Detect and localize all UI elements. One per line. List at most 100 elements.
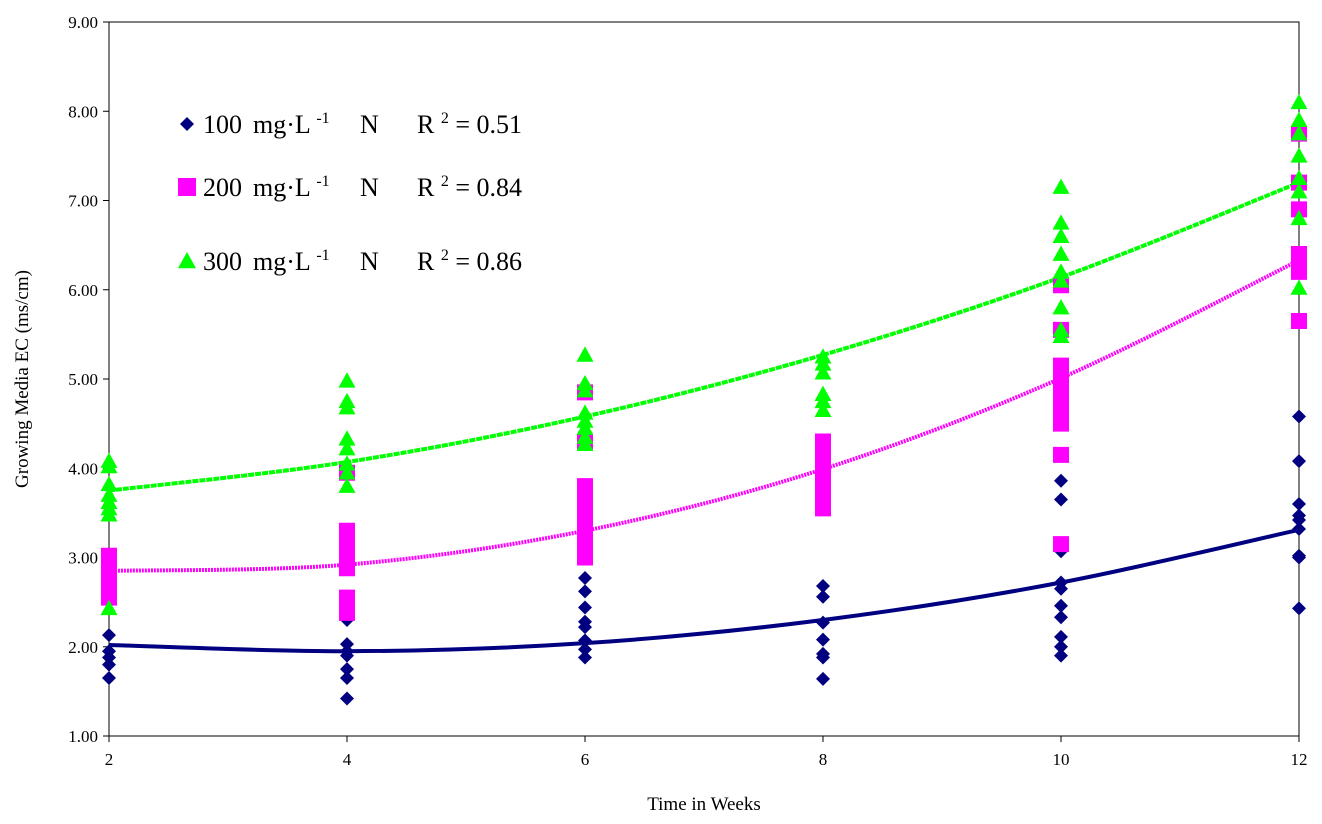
data-point-triangle: [1052, 299, 1070, 315]
data-point-square: [577, 549, 593, 566]
legend-unit: mg·L: [253, 247, 310, 276]
data-point-triangle: [338, 430, 356, 446]
data-point-triangle: [576, 382, 594, 398]
data-point-diamond: [578, 633, 592, 648]
data-point-diamond: [340, 648, 354, 663]
y-axis: 1.00 2.00 3.00 4.00 5.00 6.00 7.00 8.00 9.00: [68, 13, 109, 746]
data-point-triangle: [1290, 125, 1308, 141]
legend-marker-square: [178, 178, 196, 196]
data-point-triangle: [1052, 227, 1070, 243]
y-tick-label: 7.00: [68, 192, 98, 211]
y-tick-label: 3.00: [68, 549, 98, 568]
data-point-triangle: [100, 475, 118, 492]
legend-exponent: -1: [316, 110, 329, 127]
legend-r2-label: R: [417, 173, 435, 202]
data-point-square: [1291, 201, 1307, 218]
data-point-diamond: [578, 642, 592, 657]
data-point-square: [1053, 375, 1069, 392]
data-point-square: [1291, 263, 1307, 280]
data-point-diamond: [102, 628, 116, 643]
data-point-diamond: [816, 579, 830, 594]
data-point-triangle: [1290, 183, 1308, 199]
data-point-diamond: [578, 584, 592, 599]
data-point-triangle: [576, 435, 594, 451]
data-point-diamond: [1054, 598, 1068, 613]
data-point-triangle: [1052, 178, 1070, 194]
data-point-diamond: [1292, 513, 1306, 528]
data-point-diamond: [578, 600, 592, 615]
data-point-diamond: [816, 671, 830, 686]
data-point-diamond: [578, 650, 592, 665]
y-tick-label: 8.00: [68, 102, 98, 121]
data-point-diamond: [102, 657, 116, 672]
data-point-diamond: [1292, 521, 1306, 536]
data-point-diamond: [1054, 629, 1068, 644]
y-tick-label: 2.00: [68, 638, 98, 657]
legend-rate: 300: [203, 247, 242, 276]
data-point-triangle: [576, 404, 594, 420]
y-tick-label: 5.00: [68, 370, 98, 389]
legend-entry-300: 300 mg·L -1 N R 2 = 0.86: [178, 237, 522, 276]
data-point-triangle: [1290, 147, 1308, 163]
data-point-triangle: [1290, 279, 1308, 295]
data-point-diamond: [340, 637, 354, 652]
data-point-square: [1053, 415, 1069, 432]
y-tick-label: 9.00: [68, 13, 98, 32]
data-point-diamond: [1054, 473, 1068, 488]
data-point-triangle: [100, 457, 118, 474]
data-point-triangle: [338, 464, 356, 480]
legend-label-300: 300 mg·L -1 N R 2 = 0.86: [203, 237, 522, 276]
data-point-diamond: [340, 691, 354, 706]
legend-label-200: 200 mg·L -1 N R 2 = 0.84: [203, 163, 522, 202]
data-point-triangle: [576, 419, 594, 435]
legend-marker-triangle: [178, 252, 196, 269]
series-square: [101, 125, 1307, 621]
legend-exponent: -1: [316, 247, 329, 264]
legend-r2-value: = 0.86: [455, 247, 522, 276]
data-point-triangle: [100, 506, 118, 522]
data-point-diamond: [340, 670, 354, 685]
data-point-square: [101, 589, 117, 606]
y-tick-label: 1.00: [68, 727, 98, 746]
legend-rate: 200: [203, 173, 242, 202]
legend-r2-value: = 0.84: [455, 173, 522, 202]
legend-r2-label: R: [417, 110, 435, 139]
data-point-triangle: [1290, 169, 1308, 185]
x-tick-label: 12: [1291, 750, 1308, 769]
legend-element: N: [360, 110, 379, 139]
data-point-triangle: [338, 455, 356, 471]
data-point-square: [339, 589, 355, 606]
legend-element: N: [360, 247, 379, 276]
legend-entry-200: 200 mg·L -1 N R 2 = 0.84: [178, 163, 522, 202]
data-point-diamond: [102, 650, 116, 665]
data-point-triangle: [338, 399, 356, 415]
data-point-diamond: [1292, 550, 1306, 565]
data-point-triangle: [1052, 263, 1070, 279]
legend-unit: mg·L: [253, 110, 310, 139]
series-triangle: [100, 93, 1308, 616]
data-point-square: [339, 604, 355, 621]
x-tick-label: 8: [819, 750, 828, 769]
data-point-triangle: [100, 599, 118, 616]
y-axis-title: Growing Media EC (ms/cm): [12, 270, 33, 488]
x-tick-label: 10: [1053, 750, 1070, 769]
data-point-square: [1291, 312, 1307, 329]
y-tick-label: 6.00: [68, 281, 98, 300]
data-point-diamond: [102, 670, 116, 685]
trendlines: [108, 180, 1300, 654]
data-point-square: [1053, 446, 1069, 463]
data-point-triangle: [814, 392, 832, 409]
legend-entry-100: 100 mg·L -1 N R 2 = 0.51: [180, 110, 522, 139]
data-point-diamond: [1292, 496, 1306, 511]
x-tick-label: 6: [581, 750, 590, 769]
legend-r2-exponent: 2: [441, 110, 449, 127]
legend-r2-label: R: [417, 247, 435, 276]
data-point-triangle: [1052, 214, 1070, 230]
data-point-triangle: [576, 346, 594, 362]
data-point-square: [339, 560, 355, 577]
data-point-triangle: [814, 355, 832, 371]
data-point-triangle: [338, 477, 356, 493]
data-point-diamond: [1054, 648, 1068, 663]
plot-area: [108, 21, 1300, 737]
